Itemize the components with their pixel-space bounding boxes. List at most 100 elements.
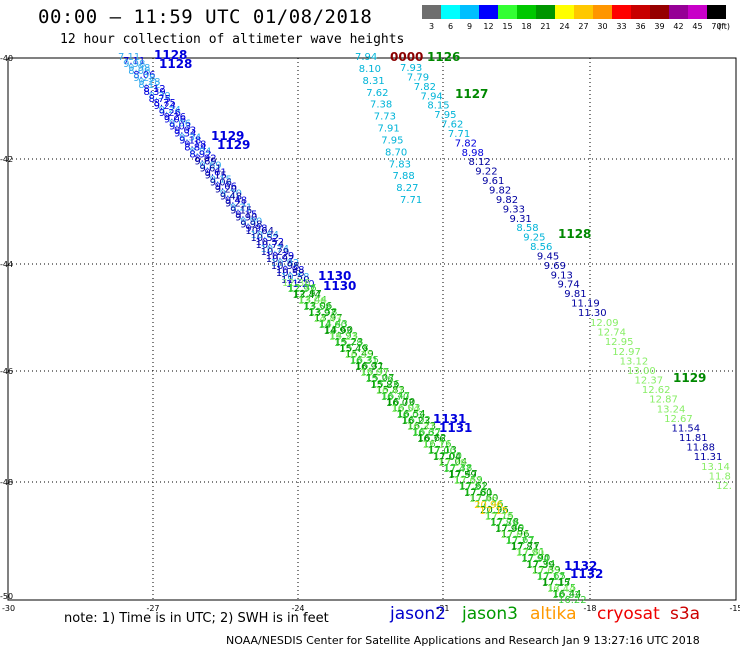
swh-value: 15.26 [365,374,394,385]
swh-value: 15.49 [345,349,374,360]
swh-value: 17.81 [516,547,545,558]
swh-value: 17.39 [532,565,561,576]
legend-label: 24 [559,22,569,31]
swh-value: 16.23 [407,421,436,432]
swh-value: 12.87 [649,395,678,406]
swh-value: 16.70 [387,397,416,408]
pass-time-label: 1130 [323,279,356,293]
swh-value: 17.47 [443,464,472,475]
swh-value: 13.00 [627,366,656,377]
pass-time-label: 1132 [564,559,597,573]
swh-value: 7.11 [118,52,140,63]
swh-value: 9.69 [544,261,566,272]
swh-value: 9.06 [210,177,232,188]
swh-value: 10.52 [250,233,279,244]
swh-value: 16.37 [407,422,436,433]
legend-swatch [707,5,726,19]
swh-value: 9.48 [220,191,242,202]
swh-value: 16.54 [397,409,426,420]
pass-time-label: 1129 [217,138,250,152]
swh-value: 16.35 [350,355,379,366]
legend-label: 6 [448,22,453,31]
axis-ticks: -30 -27 -24 -21 -18 -15 -40 -42 -44 -46 -48 -50 [0,54,740,613]
swh-value: 12.97 [293,289,322,300]
swh-value: 15.23 [329,332,358,343]
swh-value: 9.18 [179,136,201,147]
lon-tick: -27 [146,604,159,613]
swh-value: 12.09 [590,318,619,329]
swh-value: 9.82 [496,195,518,206]
swh-value: 16.76 [423,439,452,450]
satellite-s3a: s3a [670,604,701,624]
swh-value: 9.06 [215,181,237,192]
swh-value: 15.07 [366,373,395,384]
swh-value: 9.69 [199,161,221,172]
legend-swatch [574,5,593,19]
swh-value: 16.03 [392,403,421,414]
swh-value: 9.69 [194,157,216,168]
swh-value: 16.22 [558,595,587,606]
swh-value: 8.12 [143,84,165,95]
swh-value: 17.15 [542,578,571,589]
swh-value: 11.8 [709,471,731,482]
swh-value: 9.15 [235,209,257,220]
swh-value: 17.59 [454,475,483,486]
swh-value: 8.10 [359,64,381,75]
swh-value: 12.62 [642,385,671,396]
legend-swatch [669,5,688,19]
start-time-label: 0000 [390,50,423,64]
swh-value: 10.74 [261,244,290,255]
swh-value: 8.39 [148,91,170,102]
legend-swatch [517,5,536,19]
swh-value: 8.98 [462,148,484,159]
lat-tick: -50 [0,592,13,601]
swh-value: 9.98 [123,59,145,70]
swh-value: 20.96 [480,505,509,516]
pass-time-label: 1128 [154,48,187,62]
swh-value: 9.15 [205,170,227,181]
swh-value: 17.04 [439,457,468,468]
swh-value: 9.25 [523,233,545,244]
swh-value: 9.03 [169,122,191,133]
swh-value: 9.18 [184,140,206,151]
swh-value: 7.94 [355,52,377,63]
lon-tick: -24 [291,604,304,613]
swh-value: 12.74 [597,328,626,339]
swh-value: 9.34 [179,133,201,144]
swh-value: 16.03 [386,398,415,409]
swh-value: 13.24 [657,404,686,415]
swh-value: 13.44 [292,290,321,301]
pass-time-label: 1130 [318,269,351,283]
pass-time-label: 1132 [570,567,603,581]
swh-value: 9.15 [210,174,232,185]
swh-value: 17.81 [459,482,488,493]
lon-tick: -18 [583,604,596,613]
swh-value: 16.31 [356,361,385,372]
pass-time-label: 1131 [439,421,472,435]
swh-value: 7.82 [455,138,477,149]
swh-value: 17.46 [475,499,504,510]
swh-value: 12. [716,481,732,492]
swh-value: 9.33 [503,204,525,215]
legend-label: (ft) [718,22,730,31]
legend-swatch [593,5,612,19]
swh-value: 9.06 [169,119,191,130]
swh-value: 9.61 [482,176,504,187]
swh-value: 17.67 [506,535,535,546]
swh-value: 9.20 [215,184,237,195]
swh-value: 17.47 [449,469,478,480]
swh-value: 9.82 [489,186,511,197]
swh-value: 8.92 [189,150,211,161]
swh-value: 9.81 [564,289,586,300]
swh-value: 9.24 [159,105,181,116]
swh-value: 14.93 [330,331,359,342]
swh-value: 8.56 [530,242,552,253]
swh-value: 17.59 [448,470,477,481]
swh-value: 10.52 [255,237,284,248]
swh-value: 9.61 [200,164,222,175]
swh-value: 17.39 [526,560,555,571]
swh-value: 7.93 [400,63,422,74]
legend-swatch [422,5,441,19]
lat-lon-grid [7,57,737,601]
swh-value: 16.35 [344,350,373,361]
